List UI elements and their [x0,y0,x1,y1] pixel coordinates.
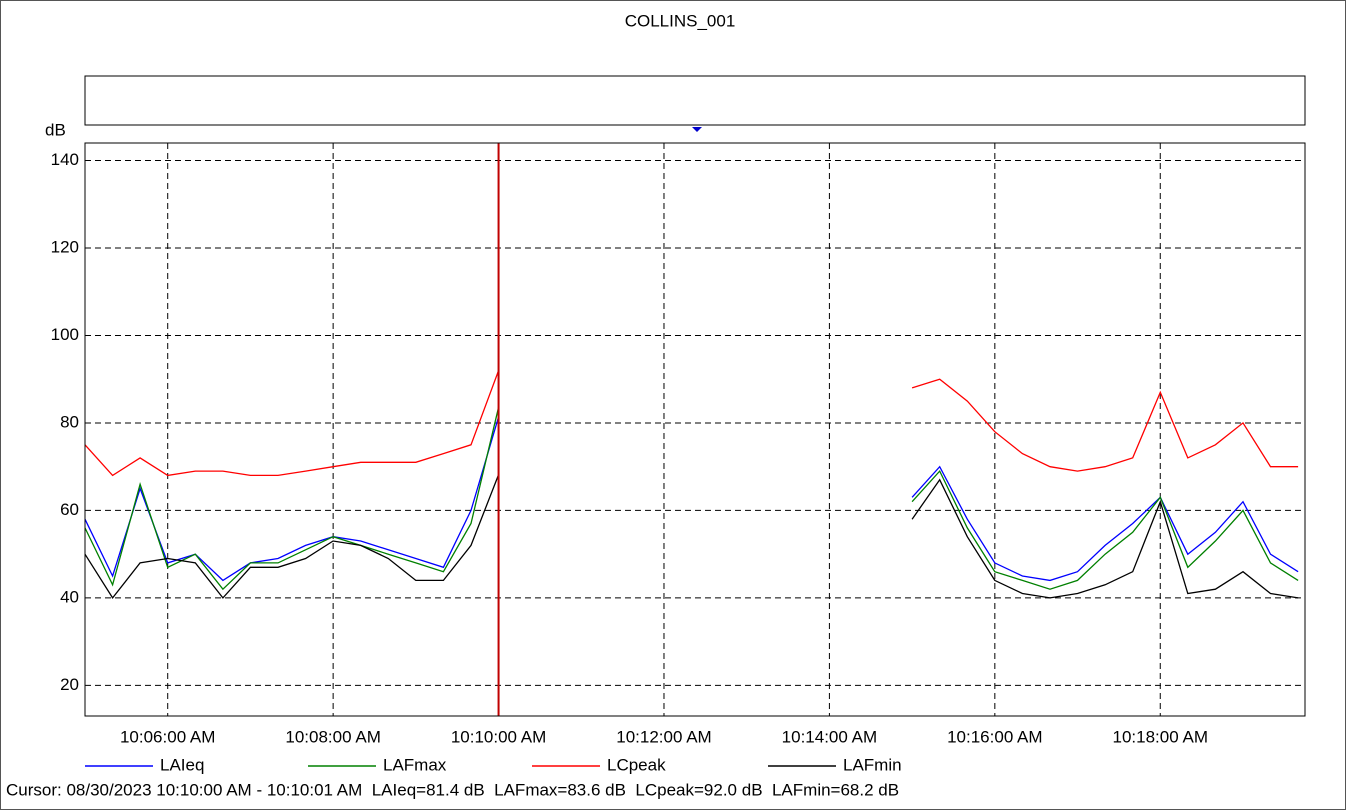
chart-title: COLLINS_001 [625,11,736,30]
x-tick-label: 10:14:00 AM [782,727,877,746]
y-tick-label: 140 [51,150,79,169]
x-tick-label: 10:16:00 AM [947,727,1042,746]
overview-strip [84,75,1306,126]
x-tick-label: 10:18:00 AM [1113,727,1208,746]
series-line [84,407,1299,591]
x-tick-label: 10:10:00 AM [451,727,546,746]
legend-label: LAFmax [383,755,447,774]
cursor-readout: Cursor: 08/30/2023 10:10:00 AM - 10:10:0… [6,780,899,799]
y-axis-label: dB [45,120,66,139]
series-line [84,370,1299,477]
legend-label: LCpeak [607,755,666,774]
x-tick-label: 10:08:00 AM [285,727,380,746]
overview-marker [692,127,702,132]
y-tick-label: 40 [60,587,79,606]
y-tick-label: 100 [51,325,79,344]
y-tick-label: 60 [60,500,79,519]
y-tick-label: 20 [60,675,79,694]
y-tick-label: 80 [60,412,79,431]
plot-frame [84,142,1306,717]
series-line [84,474,1299,600]
legend-label: LAIeq [160,755,204,774]
x-tick-label: 10:12:00 AM [616,727,711,746]
x-tick-label: 10:06:00 AM [120,727,215,746]
y-tick-label: 120 [51,237,79,256]
legend-label: LAFmin [843,755,902,774]
